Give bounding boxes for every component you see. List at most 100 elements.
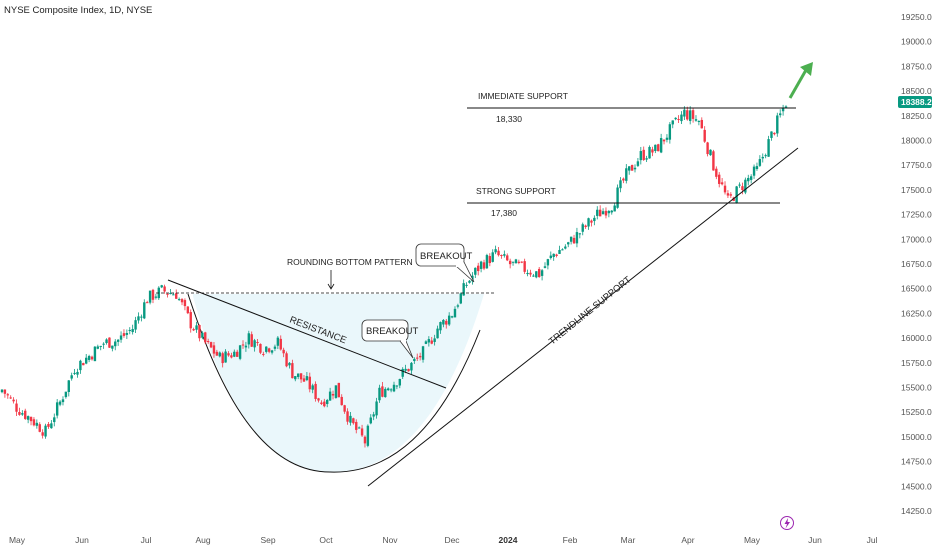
candle	[657, 143, 660, 152]
candle	[584, 224, 587, 229]
candle	[183, 298, 187, 311]
candle	[6, 392, 10, 399]
candle	[494, 245, 497, 255]
candle	[24, 408, 27, 420]
candle	[166, 293, 169, 298]
candle	[273, 344, 277, 352]
candle	[520, 261, 523, 264]
candle	[735, 185, 738, 204]
candle	[683, 106, 686, 120]
candle	[680, 111, 683, 125]
price-tick: 17500.00	[901, 185, 932, 195]
candle	[35, 419, 39, 429]
candlestick-series	[0, 104, 788, 448]
candle	[285, 351, 288, 368]
candle	[651, 146, 654, 157]
candle	[401, 367, 404, 379]
candle	[349, 411, 352, 426]
time-tick: Aug	[195, 535, 210, 545]
candle	[758, 155, 762, 167]
candle	[616, 184, 619, 209]
candle	[334, 385, 338, 399]
candle	[47, 421, 50, 429]
candle	[323, 398, 326, 408]
candle	[709, 149, 712, 156]
price-tick: 17750.00	[901, 160, 932, 170]
candle	[369, 414, 372, 425]
lightning-icon[interactable]	[780, 516, 794, 530]
candle	[648, 145, 651, 159]
candle	[192, 327, 195, 332]
candle	[381, 381, 384, 398]
price-tick: 19000.00	[901, 37, 932, 47]
candle	[764, 153, 767, 159]
candle	[320, 400, 323, 406]
price-tick: 15250.00	[901, 407, 932, 417]
candle	[137, 312, 140, 324]
candle	[668, 122, 672, 144]
candle	[410, 362, 413, 374]
candle	[357, 426, 361, 429]
candle	[384, 387, 387, 398]
time-tick: Mar	[621, 535, 636, 545]
candle	[308, 372, 311, 393]
candle	[85, 353, 88, 365]
candle	[392, 381, 396, 393]
candle	[485, 253, 489, 269]
candle	[453, 306, 457, 318]
candle	[265, 346, 268, 354]
candle	[622, 177, 625, 184]
candle	[44, 423, 47, 439]
candle	[331, 390, 335, 400]
candle	[581, 222, 584, 236]
candle	[128, 327, 131, 335]
candle	[224, 349, 227, 363]
candle	[691, 108, 695, 123]
candle	[230, 352, 233, 359]
time-tick: Jul	[141, 535, 152, 545]
candle	[590, 219, 593, 227]
candle	[302, 374, 306, 382]
candle	[511, 261, 515, 266]
candle	[82, 362, 85, 366]
candle	[506, 253, 509, 262]
candle	[189, 309, 192, 333]
candle	[96, 344, 100, 350]
candle	[477, 262, 480, 276]
candle	[526, 269, 529, 277]
candle	[177, 297, 181, 301]
candle	[259, 343, 262, 355]
candle	[145, 300, 149, 304]
candle	[433, 334, 436, 346]
candle	[593, 215, 596, 226]
candle	[79, 359, 82, 374]
candle	[715, 166, 718, 180]
candle	[247, 330, 251, 349]
candle	[430, 336, 433, 345]
candle	[642, 146, 645, 161]
candle	[535, 271, 538, 279]
price-tick: 15750.00	[901, 358, 932, 368]
price-tick: 15500.00	[901, 383, 932, 393]
candle	[151, 288, 155, 304]
candle	[552, 253, 555, 261]
candle	[465, 282, 468, 288]
candle	[639, 146, 643, 165]
candle	[375, 397, 378, 419]
candle	[659, 133, 663, 154]
candle	[53, 413, 56, 427]
candle	[474, 267, 477, 279]
candle	[744, 177, 747, 195]
candle	[314, 381, 317, 402]
candle	[227, 351, 230, 357]
time-tick: Sep	[260, 535, 275, 545]
candle	[636, 158, 640, 168]
candle	[119, 331, 123, 343]
candle	[671, 120, 674, 129]
candle	[38, 422, 41, 433]
candle	[15, 399, 18, 417]
current-price-label: 18388.26	[901, 97, 932, 107]
time-tick: Nov	[382, 535, 398, 545]
current-price-badge: 18388.26	[898, 96, 932, 108]
